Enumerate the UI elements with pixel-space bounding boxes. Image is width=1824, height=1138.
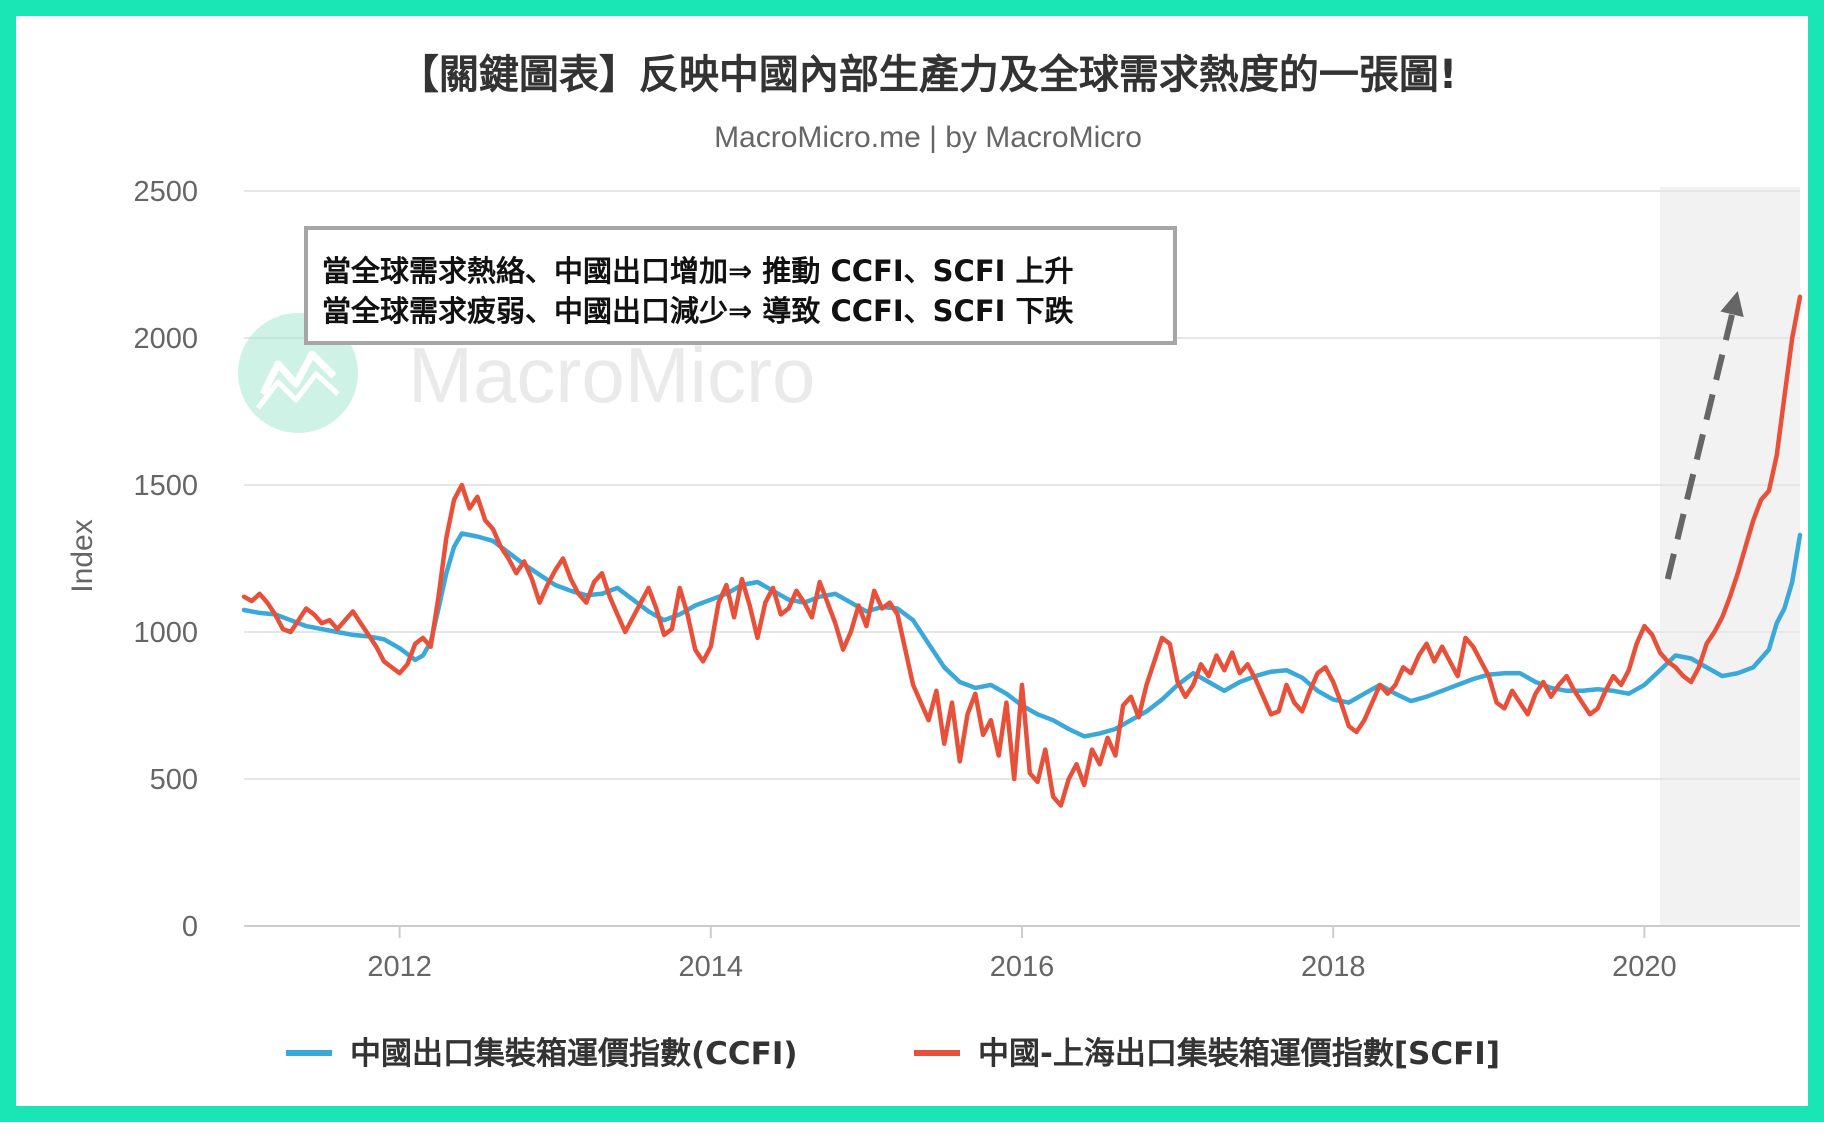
chart-title: 【關鍵圖表】反映中國內部生產力及全球需求熱度的一張圖! (399, 52, 1457, 98)
y-axis-title: Index (66, 519, 99, 592)
y-tick-label-2000: 2000 (133, 323, 198, 355)
annotation-line-2: 當全球需求疲弱、中國出口減少⇒ 導致 CCFI、SCFI 下跌 (322, 294, 1074, 328)
x-axis-ticks: 2012 2014 2016 2018 2020 (367, 926, 1677, 983)
trend-arrow (1664, 290, 1744, 580)
series-line-ccfi[interactable] (241, 531, 1803, 739)
chart-subtitle: MacroMicro.me | by MacroMicro (714, 121, 1142, 154)
x-tick-label-2018: 2018 (1301, 951, 1366, 983)
y-tick-label-0: 0 (182, 911, 198, 943)
watermark-text: MacroMicro (408, 331, 815, 419)
series-line-scfi[interactable] (241, 294, 1803, 808)
annotation-box: 當全球需求熱絡、中國出口增加⇒ 推動 CCFI、SCFI 上升 當全球需求疲弱、… (304, 226, 1177, 345)
annotation-line-1: 當全球需求熱絡、中國出口增加⇒ 推動 CCFI、SCFI 上升 (322, 254, 1074, 288)
legend-label-scfi: 中國-上海出口集裝箱運價指數[SCFI] (978, 1036, 1500, 1072)
watermark: MacroMicro (238, 313, 815, 433)
series-group (241, 294, 1803, 808)
trend-arrow-line (1664, 313, 1736, 580)
x-tick-label-2012: 2012 (367, 951, 432, 983)
legend: 中國出口集裝箱運價指數(CCFI) 中國-上海出口集裝箱運價指數[SCFI] (286, 1036, 1500, 1072)
y-axis-ticks: 0 500 1000 1500 2000 2500 (133, 176, 198, 943)
x-tick-label-2016: 2016 (990, 951, 1055, 983)
chart-canvas: 【關鍵圖表】反映中國內部生產力及全球需求熱度的一張圖! MacroMicro.m… (66, 52, 1803, 1072)
trend-arrow-head (1720, 290, 1744, 318)
y-tick-label-2500: 2500 (133, 176, 198, 208)
y-tick-label-1000: 1000 (133, 617, 198, 649)
legend-label-ccfi: 中國出口集裝箱運價指數(CCFI) (350, 1036, 798, 1072)
y-tick-label-500: 500 (150, 764, 198, 796)
x-tick-label-2014: 2014 (679, 951, 744, 983)
highlight-band (1659, 187, 1800, 926)
legend-item-scfi[interactable]: 中國-上海出口集裝箱運價指數[SCFI] (914, 1036, 1500, 1072)
y-tick-label-1500: 1500 (133, 470, 198, 502)
x-tick-label-2020: 2020 (1612, 951, 1677, 983)
legend-item-ccfi[interactable]: 中國出口集裝箱運價指數(CCFI) (286, 1036, 798, 1072)
